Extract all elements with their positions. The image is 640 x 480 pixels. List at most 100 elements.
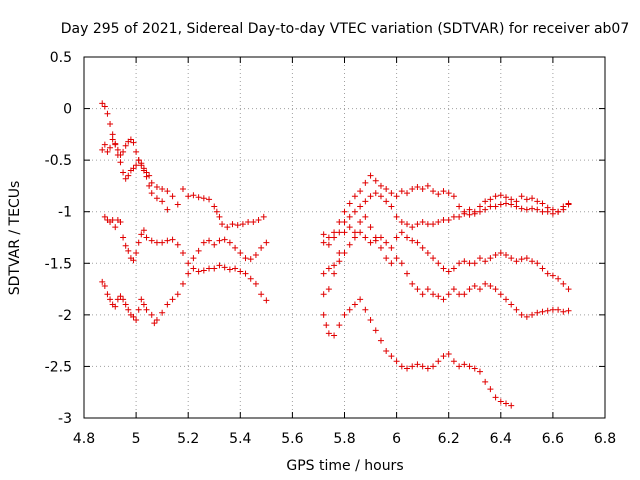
data-point — [539, 200, 546, 207]
data-point — [487, 386, 494, 393]
data-point — [336, 258, 343, 265]
data-point — [122, 175, 129, 182]
x-tick-label: 5.8 — [333, 431, 355, 447]
data-point — [159, 239, 166, 246]
data-point — [117, 293, 124, 300]
data-point — [112, 303, 119, 310]
data-point — [224, 224, 231, 231]
data-point — [534, 260, 541, 267]
data-point — [125, 306, 132, 313]
series-track-f — [320, 229, 572, 293]
data-point — [148, 237, 155, 244]
data-point — [143, 306, 150, 313]
data-point — [372, 190, 379, 197]
data-point — [430, 221, 437, 228]
data-point — [508, 196, 515, 203]
data-point — [445, 351, 452, 358]
data-point — [130, 257, 137, 264]
data-point — [461, 258, 468, 265]
data-point — [450, 193, 457, 200]
data-point — [169, 193, 176, 200]
data-point — [99, 146, 106, 153]
data-point — [174, 291, 181, 298]
data-point — [492, 394, 499, 401]
data-point — [109, 131, 116, 138]
data-point — [450, 286, 457, 293]
data-point — [320, 239, 327, 246]
data-point — [190, 255, 197, 262]
data-point — [430, 291, 437, 298]
data-point — [409, 224, 416, 231]
data-point — [229, 221, 236, 228]
data-point — [383, 198, 390, 205]
data-point — [393, 255, 400, 262]
data-point — [211, 241, 218, 248]
data-point — [409, 363, 416, 370]
data-point — [466, 363, 473, 370]
data-point — [122, 142, 129, 149]
data-point — [357, 188, 364, 195]
y-tick-label: -3 — [58, 411, 72, 427]
data-point — [471, 365, 478, 372]
data-point — [362, 179, 369, 186]
data-point — [109, 216, 116, 223]
data-point — [503, 200, 510, 207]
data-point — [440, 353, 447, 360]
data-point — [513, 198, 520, 205]
data-point — [492, 193, 499, 200]
data-point — [99, 100, 106, 107]
data-point — [148, 311, 155, 318]
data-point — [331, 229, 338, 236]
data-point — [341, 249, 348, 256]
data-point — [140, 227, 147, 234]
data-point — [320, 270, 327, 277]
data-point — [539, 208, 546, 215]
data-point — [482, 198, 489, 205]
data-point — [211, 265, 218, 272]
data-point — [388, 353, 395, 360]
data-point — [362, 198, 369, 205]
data-point — [104, 110, 111, 117]
data-point — [513, 203, 520, 210]
data-point — [497, 398, 504, 405]
data-point — [456, 363, 463, 370]
data-point — [523, 206, 530, 213]
data-point — [112, 140, 119, 147]
y-tick-label: -0.5 — [45, 153, 72, 169]
data-point — [242, 270, 249, 277]
data-point — [435, 260, 442, 267]
data-point — [367, 193, 374, 200]
data-point — [523, 196, 530, 203]
data-point — [523, 255, 530, 262]
series-track-a — [99, 100, 267, 231]
data-point — [320, 231, 327, 238]
data-point — [560, 280, 567, 287]
data-point — [190, 265, 197, 272]
data-point — [445, 291, 452, 298]
data-point — [164, 188, 171, 195]
data-point — [153, 183, 160, 190]
data-point — [122, 242, 129, 249]
data-point — [503, 194, 510, 201]
series-track-i — [320, 190, 572, 248]
data-point — [476, 286, 483, 293]
data-point — [107, 296, 114, 303]
data-point — [263, 239, 270, 246]
data-point — [440, 296, 447, 303]
data-point — [555, 208, 562, 215]
data-point — [179, 249, 186, 256]
data-point — [336, 249, 343, 256]
data-point — [206, 237, 213, 244]
data-point — [424, 221, 431, 228]
data-point — [482, 206, 489, 213]
data-point — [117, 219, 124, 226]
data-point — [164, 237, 171, 244]
data-point — [461, 210, 468, 217]
data-point — [398, 219, 405, 226]
data-point — [263, 297, 270, 304]
series-track-d — [99, 262, 270, 327]
data-point — [237, 268, 244, 275]
data-point — [320, 291, 327, 298]
data-point — [195, 247, 202, 254]
